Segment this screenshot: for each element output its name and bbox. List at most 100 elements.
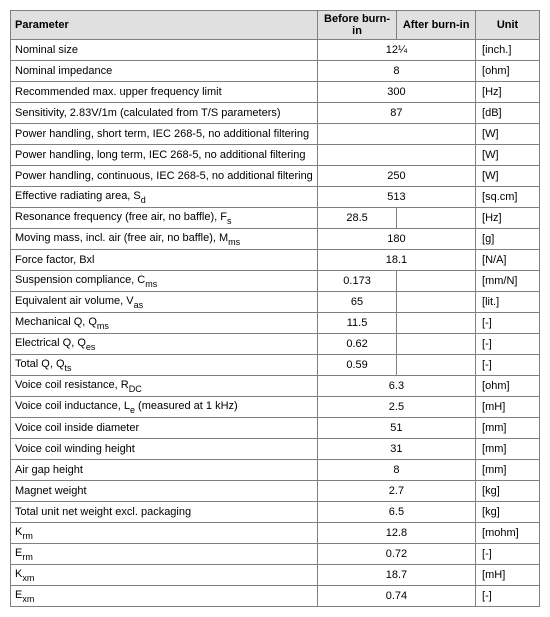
unit-cell: [mm/N] — [476, 271, 540, 292]
table-row: Equivalent air volume, Vas65 [lit.] — [11, 292, 540, 313]
value-merged-cell: 0.74 — [317, 586, 475, 607]
table-row: Moving mass, incl. air (free air, no baf… — [11, 229, 540, 250]
param-cell: Krm — [11, 523, 318, 544]
table-row: Force factor, Bxl18.1[N/A] — [11, 250, 540, 271]
table-row: Electrical Q, Qes0.62[-] — [11, 334, 540, 355]
param-cell: Nominal impedance — [11, 61, 318, 82]
unit-cell: [g] — [476, 229, 540, 250]
table-row: Air gap height8[mm] — [11, 460, 540, 481]
before-cell: 65 — [317, 292, 396, 313]
value-merged-cell: 12.8 — [317, 523, 475, 544]
param-cell: Electrical Q, Qes — [11, 334, 318, 355]
value-merged-cell: 8 — [317, 61, 475, 82]
param-cell: Equivalent air volume, Vas — [11, 292, 318, 313]
table-row: Kxm18.7[mH] — [11, 565, 540, 586]
value-merged-cell: 51 — [317, 418, 475, 439]
table-row: Resonance frequency (free air, no baffle… — [11, 208, 540, 229]
param-cell: Voice coil resistance, RDC — [11, 376, 318, 397]
param-cell: Total unit net weight excl. packaging — [11, 502, 318, 523]
before-cell: 0.173 — [317, 271, 396, 292]
table-row: Power handling, long term, IEC 268-5, no… — [11, 145, 540, 166]
unit-cell: [kg] — [476, 481, 540, 502]
table-row: Effective radiating area, Sd513[sq.cm] — [11, 187, 540, 208]
value-merged-cell: 250 — [317, 166, 475, 187]
unit-cell: [Hz] — [476, 208, 540, 229]
before-cell: 28.5 — [317, 208, 396, 229]
unit-cell: [-] — [476, 586, 540, 607]
unit-cell: [inch.] — [476, 40, 540, 61]
value-merged-cell: 0.72 — [317, 544, 475, 565]
header-after: After burn-in — [397, 11, 476, 40]
table-row: Nominal impedance8[ohm] — [11, 61, 540, 82]
param-cell: Sensitivity, 2.83V/1m (calculated from T… — [11, 103, 318, 124]
value-merged-cell: 2.7 — [317, 481, 475, 502]
param-cell: Voice coil inductance, Le (measured at 1… — [11, 397, 318, 418]
value-merged-cell: 6.3 — [317, 376, 475, 397]
unit-cell: [W] — [476, 166, 540, 187]
param-cell: Recommended max. upper frequency limit — [11, 82, 318, 103]
header-row: Parameter Before burn-in After burn-in U… — [11, 11, 540, 40]
value-merged-cell: 12¼ — [317, 40, 475, 61]
value-merged-cell — [317, 145, 475, 166]
value-merged-cell: 2.5 — [317, 397, 475, 418]
header-unit: Unit — [476, 11, 540, 40]
table-row: Voice coil inductance, Le (measured at 1… — [11, 397, 540, 418]
table-row: Krm12.8[mohm] — [11, 523, 540, 544]
value-merged-cell: 513 — [317, 187, 475, 208]
param-cell: Force factor, Bxl — [11, 250, 318, 271]
table-row: Mechanical Q, Qms11.5[-] — [11, 313, 540, 334]
table-row: Exm0.74[-] — [11, 586, 540, 607]
param-cell: Resonance frequency (free air, no baffle… — [11, 208, 318, 229]
param-cell: Suspension compliance, Cms — [11, 271, 318, 292]
table-row: Power handling, short term, IEC 268-5, n… — [11, 124, 540, 145]
param-cell: Magnet weight — [11, 481, 318, 502]
unit-cell: [lit.] — [476, 292, 540, 313]
value-merged-cell — [317, 124, 475, 145]
after-cell — [397, 355, 476, 376]
param-cell: Kxm — [11, 565, 318, 586]
table-row: Voice coil winding height31[mm] — [11, 439, 540, 460]
after-cell — [397, 292, 476, 313]
table-row: Sensitivity, 2.83V/1m (calculated from T… — [11, 103, 540, 124]
unit-cell: [ohm] — [476, 61, 540, 82]
unit-cell: [W] — [476, 145, 540, 166]
table-row: Voice coil resistance, RDC6.3[ohm] — [11, 376, 540, 397]
param-cell: Effective radiating area, Sd — [11, 187, 318, 208]
unit-cell: [sq.cm] — [476, 187, 540, 208]
unit-cell: [-] — [476, 544, 540, 565]
value-merged-cell: 87 — [317, 103, 475, 124]
param-cell: Air gap height — [11, 460, 318, 481]
unit-cell: [mH] — [476, 565, 540, 586]
param-cell: Voice coil winding height — [11, 439, 318, 460]
spec-table: Parameter Before burn-in After burn-in U… — [10, 10, 540, 607]
header-parameter: Parameter — [11, 11, 318, 40]
after-cell — [397, 271, 476, 292]
value-merged-cell: 300 — [317, 82, 475, 103]
unit-cell: [N/A] — [476, 250, 540, 271]
after-cell — [397, 208, 476, 229]
table-row: Voice coil inside diameter51[mm] — [11, 418, 540, 439]
table-row: Nominal size12¼[inch.] — [11, 40, 540, 61]
unit-cell: [-] — [476, 355, 540, 376]
after-cell — [397, 334, 476, 355]
before-cell: 11.5 — [317, 313, 396, 334]
table-row: Recommended max. upper frequency limit30… — [11, 82, 540, 103]
table-row: Total Q, Qts0.59 [-] — [11, 355, 540, 376]
param-cell: Total Q, Qts — [11, 355, 318, 376]
table-row: Magnet weight2.7[kg] — [11, 481, 540, 502]
table-row: Total unit net weight excl. packaging6.5… — [11, 502, 540, 523]
table-row: Power handling, continuous, IEC 268-5, n… — [11, 166, 540, 187]
unit-cell: [mH] — [476, 397, 540, 418]
before-cell: 0.62 — [317, 334, 396, 355]
unit-cell: [dB] — [476, 103, 540, 124]
param-cell: Voice coil inside diameter — [11, 418, 318, 439]
param-cell: Power handling, short term, IEC 268-5, n… — [11, 124, 318, 145]
unit-cell: [mm] — [476, 439, 540, 460]
param-cell: Exm — [11, 586, 318, 607]
unit-cell: [-] — [476, 313, 540, 334]
before-cell: 0.59 — [317, 355, 396, 376]
table-body: Nominal size12¼[inch.]Nominal impedance8… — [11, 40, 540, 607]
header-before: Before burn-in — [317, 11, 396, 40]
param-cell: Power handling, continuous, IEC 268-5, n… — [11, 166, 318, 187]
value-merged-cell: 6.5 — [317, 502, 475, 523]
